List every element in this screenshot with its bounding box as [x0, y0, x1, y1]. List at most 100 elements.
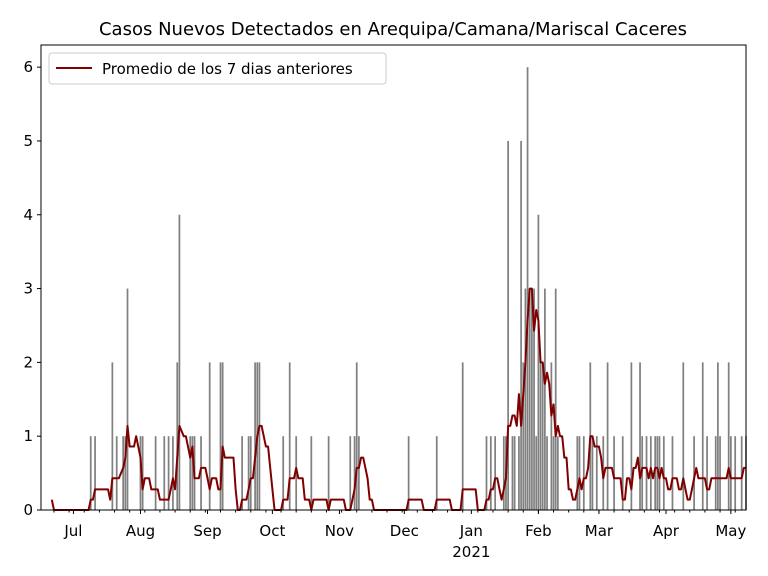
bar: [94, 436, 96, 510]
y-tick-label: 3: [23, 280, 33, 298]
bar: [288, 362, 291, 510]
y-tick-label: 1: [23, 427, 33, 445]
bar: [249, 436, 252, 510]
legend-box: [48, 52, 387, 85]
bar: [513, 436, 516, 510]
bar: [355, 362, 358, 510]
x-tick-label: Oct: [259, 522, 285, 540]
bar: [641, 436, 644, 510]
bar: [172, 436, 174, 510]
bar: [353, 436, 356, 510]
bar: [163, 436, 166, 510]
bar: [349, 436, 352, 510]
bar: [485, 436, 488, 510]
x-tick-sublabel: 2021: [452, 543, 490, 561]
bar: [208, 362, 211, 510]
bar: [682, 362, 685, 510]
x-tick-label: Apr: [653, 522, 680, 540]
bar: [122, 436, 125, 510]
legend: Promedio de los 7 dias anteriores: [48, 52, 387, 85]
bar: [154, 436, 157, 510]
bar: [541, 362, 544, 510]
bar: [461, 362, 464, 510]
bar: [582, 436, 585, 510]
bars-group: [89, 67, 747, 510]
y-tick-label: 5: [23, 132, 33, 150]
x-tick-label: Feb: [525, 522, 552, 540]
bar: [539, 362, 542, 510]
bar: [327, 436, 330, 510]
bar: [111, 362, 114, 510]
x-tick-label: Nov: [325, 522, 354, 540]
line-group: [50, 287, 746, 511]
bar: [520, 140, 522, 510]
bar: [719, 436, 721, 510]
bar: [734, 436, 737, 510]
bar: [494, 436, 497, 510]
bar: [706, 436, 708, 510]
bar: [630, 362, 633, 510]
bar: [730, 436, 732, 510]
bar: [358, 436, 360, 510]
plot-frame: [40, 44, 747, 511]
bar: [511, 436, 514, 510]
bar: [613, 436, 615, 510]
bar: [141, 436, 144, 510]
bar: [714, 436, 717, 510]
bar: [531, 288, 533, 510]
bar: [537, 214, 540, 510]
bar: [502, 436, 505, 510]
bar: [656, 436, 659, 510]
bar: [295, 436, 298, 510]
bar: [489, 436, 492, 510]
bar: [524, 288, 527, 510]
bar: [578, 436, 581, 510]
y-tick-label: 2: [23, 353, 33, 371]
bar: [649, 436, 652, 510]
bar: [576, 436, 579, 510]
bar: [407, 436, 410, 510]
bar: [554, 288, 557, 510]
bar: [221, 362, 224, 510]
x-axis: Jul Aug Sep Oct Nov Dec Jan 2021 Feb Mar Apr May: [53, 510, 746, 561]
y-tick-label: 4: [23, 206, 33, 224]
bar: [546, 436, 548, 510]
bar: [528, 288, 531, 510]
bar: [658, 436, 661, 510]
x-tick-label: Jan: [459, 522, 483, 540]
bar: [167, 436, 170, 510]
bar: [139, 436, 142, 510]
series-line: [50, 287, 746, 511]
y-tick-label: 6: [23, 58, 33, 76]
bar: [639, 362, 641, 510]
bar: [522, 362, 525, 510]
bar: [435, 436, 438, 510]
x-tick-label: Aug: [126, 522, 155, 540]
bar: [595, 436, 598, 510]
bar: [247, 436, 250, 510]
bar: [556, 436, 559, 510]
bar: [693, 436, 695, 510]
bar: [507, 140, 509, 510]
chart-title: Casos Nuevos Detectados en Arequipa/Cama…: [99, 19, 687, 40]
bar: [717, 362, 719, 510]
x-tick-label: Jul: [63, 522, 82, 540]
bar: [200, 436, 202, 510]
bar: [701, 362, 704, 510]
bar: [176, 362, 179, 510]
x-tick-label: Dec: [390, 522, 419, 540]
y-axis: 0 1 2 3 4 5 6: [23, 58, 41, 519]
bar: [115, 436, 118, 510]
bar: [219, 362, 222, 510]
bar: [727, 362, 730, 510]
bar: [189, 436, 192, 510]
bar: [654, 436, 657, 510]
bar: [533, 288, 535, 510]
bar: [282, 436, 285, 510]
x-tick-label: Sep: [193, 522, 221, 540]
bar: [310, 436, 313, 510]
bar: [621, 436, 624, 510]
bar: [191, 436, 194, 510]
x-tick-label: May: [715, 522, 746, 540]
